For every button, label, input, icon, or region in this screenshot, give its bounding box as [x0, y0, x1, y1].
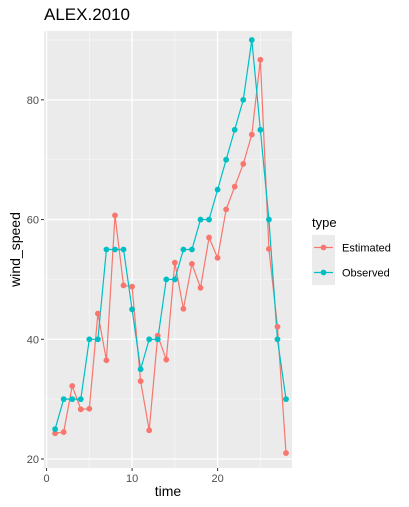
data-point-observed [155, 336, 161, 342]
data-point-estimated [275, 324, 281, 330]
y-tick-label: 20 [27, 454, 39, 466]
data-point-observed [232, 127, 238, 133]
data-point-observed [112, 247, 118, 253]
y-tick-label: 40 [27, 334, 39, 346]
y-tick-label: 60 [27, 215, 39, 227]
y-axis-title: wind_speed [7, 212, 23, 288]
data-point-estimated [266, 246, 272, 252]
x-tick-label: 20 [211, 473, 223, 485]
data-point-estimated [240, 161, 246, 167]
data-point-observed [257, 127, 263, 133]
data-point-observed [78, 396, 84, 402]
data-point-estimated [198, 285, 204, 291]
data-point-estimated [95, 311, 101, 317]
data-point-observed [215, 187, 221, 193]
data-point-estimated [223, 206, 229, 212]
data-point-observed [283, 396, 289, 402]
data-point-observed [249, 37, 255, 43]
data-point-estimated [78, 406, 84, 412]
chart-title: ALEX.2010 [44, 5, 130, 24]
legend-key-point [321, 270, 327, 276]
legend-key-point [321, 245, 327, 251]
y-tick-label: 80 [27, 95, 39, 107]
legend-label: Observed [342, 268, 390, 280]
legend-title: type [312, 215, 337, 230]
data-point-observed [198, 217, 204, 223]
data-point-estimated [189, 261, 195, 267]
data-point-estimated [138, 378, 144, 384]
data-point-observed [240, 97, 246, 103]
data-point-estimated [172, 260, 178, 266]
legend-keys: Estimated Observed [312, 235, 391, 285]
data-point-estimated [249, 132, 255, 138]
data-point-estimated [121, 283, 127, 289]
y-axis-ticks: 20 40 60 80 [27, 95, 44, 466]
data-point-estimated [104, 357, 110, 363]
data-point-estimated [129, 284, 135, 290]
data-point-observed [104, 247, 110, 253]
data-point-observed [52, 426, 58, 432]
data-point-observed [206, 217, 212, 223]
x-tick-label: 0 [44, 473, 50, 485]
data-point-observed [61, 396, 67, 402]
data-point-estimated [215, 255, 221, 261]
data-point-observed [223, 157, 229, 163]
legend-label: Estimated [342, 243, 391, 255]
legend-item-observed: Observed [312, 260, 390, 285]
data-point-observed [163, 277, 169, 283]
x-axis-title: time [155, 483, 182, 499]
legend-item-estimated: Estimated [312, 235, 391, 260]
data-point-observed [180, 247, 186, 253]
data-point-observed [172, 277, 178, 283]
data-point-observed [189, 247, 195, 253]
data-point-estimated [69, 383, 75, 389]
data-point-estimated [180, 306, 186, 312]
data-point-observed [146, 336, 152, 342]
data-point-estimated [206, 235, 212, 241]
plot-panel [44, 31, 292, 468]
data-point-observed [275, 336, 281, 342]
data-point-estimated [146, 427, 152, 433]
data-point-estimated [86, 406, 92, 412]
data-point-observed [138, 366, 144, 372]
data-point-estimated [232, 184, 238, 190]
data-point-observed [86, 336, 92, 342]
x-axis-ticks: 0 10 20 [44, 468, 224, 485]
data-point-observed [266, 217, 272, 223]
data-point-estimated [163, 357, 169, 363]
x-tick-label: 10 [126, 473, 138, 485]
data-point-estimated [257, 57, 263, 63]
data-point-observed [95, 336, 101, 342]
data-point-observed [69, 396, 75, 402]
data-point-observed [129, 306, 135, 312]
data-point-estimated [61, 429, 67, 435]
data-point-observed [121, 247, 127, 253]
data-point-estimated [112, 212, 118, 218]
data-point-estimated [283, 450, 289, 456]
legend: type Estimated Observed [312, 215, 391, 285]
